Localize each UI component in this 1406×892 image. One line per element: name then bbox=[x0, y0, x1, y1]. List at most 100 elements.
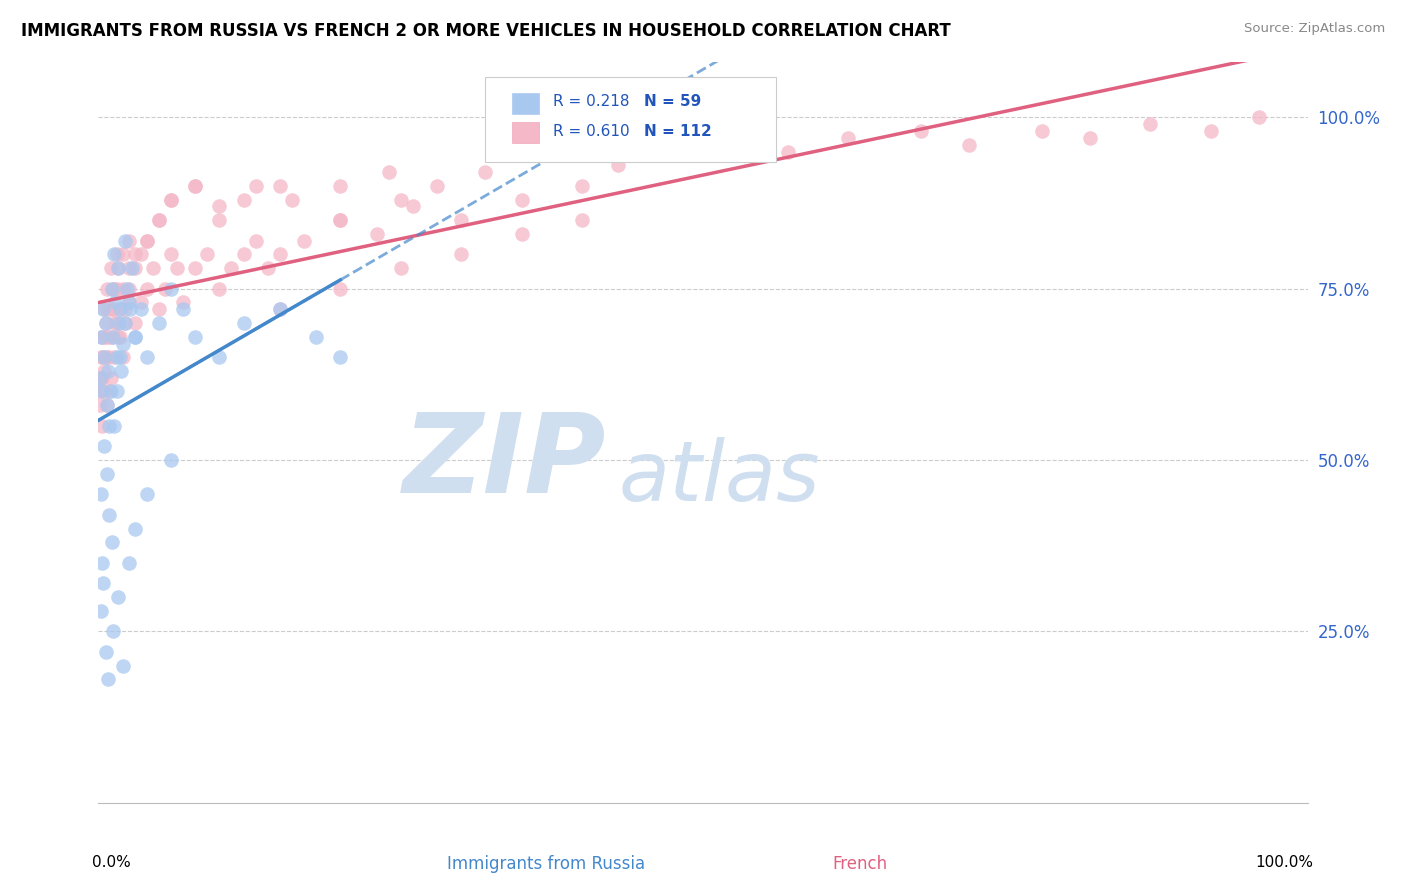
Point bbox=[93, 302, 115, 317]
Point bbox=[172, 295, 194, 310]
Text: ZIP: ZIP bbox=[402, 409, 606, 516]
Point bbox=[377, 165, 399, 179]
Point bbox=[160, 193, 183, 207]
Point bbox=[135, 282, 157, 296]
Point bbox=[111, 336, 134, 351]
Point bbox=[124, 261, 146, 276]
Point bbox=[101, 302, 124, 317]
Point bbox=[389, 193, 412, 207]
Point bbox=[93, 439, 115, 453]
Point bbox=[91, 576, 114, 591]
Point bbox=[104, 316, 127, 330]
Point bbox=[104, 295, 127, 310]
Text: R = 0.610: R = 0.610 bbox=[553, 124, 630, 139]
Point bbox=[90, 329, 112, 343]
Point bbox=[98, 418, 121, 433]
Point bbox=[107, 261, 129, 276]
Point bbox=[129, 302, 152, 317]
Point bbox=[108, 302, 131, 317]
Point bbox=[389, 261, 412, 276]
Text: 0.0%: 0.0% bbox=[93, 855, 131, 870]
Point bbox=[111, 247, 134, 261]
Point bbox=[281, 193, 304, 207]
Point bbox=[148, 213, 170, 227]
Point bbox=[101, 282, 124, 296]
Point bbox=[103, 418, 125, 433]
Point bbox=[837, 131, 859, 145]
FancyBboxPatch shape bbox=[485, 78, 776, 162]
Point bbox=[94, 316, 117, 330]
Point bbox=[90, 487, 112, 501]
Point bbox=[208, 199, 231, 213]
Point bbox=[1199, 124, 1222, 138]
Point bbox=[96, 282, 118, 296]
Point bbox=[94, 316, 117, 330]
Point bbox=[101, 329, 124, 343]
Point bbox=[269, 247, 291, 261]
Point bbox=[94, 645, 117, 659]
Point bbox=[160, 282, 183, 296]
Text: N = 112: N = 112 bbox=[644, 124, 711, 139]
Point bbox=[305, 329, 328, 343]
Point bbox=[98, 329, 121, 343]
Point bbox=[89, 371, 111, 385]
Point bbox=[96, 398, 118, 412]
Point bbox=[96, 467, 118, 481]
Point bbox=[292, 234, 315, 248]
Point bbox=[776, 145, 799, 159]
Point bbox=[142, 261, 165, 276]
Point bbox=[129, 295, 152, 310]
Point bbox=[111, 658, 134, 673]
Point bbox=[108, 316, 131, 330]
Point bbox=[607, 158, 630, 172]
Point bbox=[108, 302, 131, 317]
Point bbox=[547, 145, 569, 159]
Point bbox=[172, 302, 194, 317]
Text: R = 0.218: R = 0.218 bbox=[553, 95, 630, 109]
Point bbox=[221, 261, 243, 276]
Point bbox=[107, 590, 129, 604]
Point bbox=[108, 329, 131, 343]
FancyBboxPatch shape bbox=[512, 122, 538, 143]
Point bbox=[100, 302, 122, 317]
Point bbox=[90, 604, 112, 618]
Point bbox=[510, 193, 533, 207]
Point bbox=[135, 234, 157, 248]
Point bbox=[232, 247, 254, 261]
Point bbox=[184, 178, 207, 193]
Text: 100.0%: 100.0% bbox=[1256, 855, 1313, 870]
Point bbox=[105, 316, 128, 330]
Point bbox=[124, 247, 146, 261]
Point bbox=[98, 384, 121, 399]
Point bbox=[1249, 110, 1271, 124]
Point bbox=[105, 282, 128, 296]
Point bbox=[97, 302, 120, 317]
Point bbox=[135, 350, 157, 364]
Point bbox=[1031, 124, 1053, 138]
Point bbox=[89, 398, 111, 412]
Point bbox=[118, 261, 141, 276]
Point bbox=[100, 371, 122, 385]
Point bbox=[160, 453, 183, 467]
Point bbox=[105, 350, 128, 364]
Point bbox=[148, 302, 170, 317]
Point bbox=[91, 556, 114, 570]
Point bbox=[90, 350, 112, 364]
Point bbox=[716, 131, 738, 145]
Point bbox=[124, 329, 146, 343]
Point bbox=[103, 282, 125, 296]
Text: atlas: atlas bbox=[619, 436, 820, 517]
Point bbox=[571, 213, 593, 227]
Point bbox=[89, 384, 111, 399]
Point bbox=[118, 282, 141, 296]
Point bbox=[166, 261, 188, 276]
Point bbox=[91, 329, 114, 343]
Point bbox=[118, 302, 141, 317]
Point bbox=[100, 535, 122, 549]
Point bbox=[450, 247, 472, 261]
Point bbox=[245, 178, 267, 193]
Point bbox=[94, 329, 117, 343]
Point bbox=[117, 282, 139, 296]
Point bbox=[118, 295, 141, 310]
Point bbox=[96, 350, 118, 364]
